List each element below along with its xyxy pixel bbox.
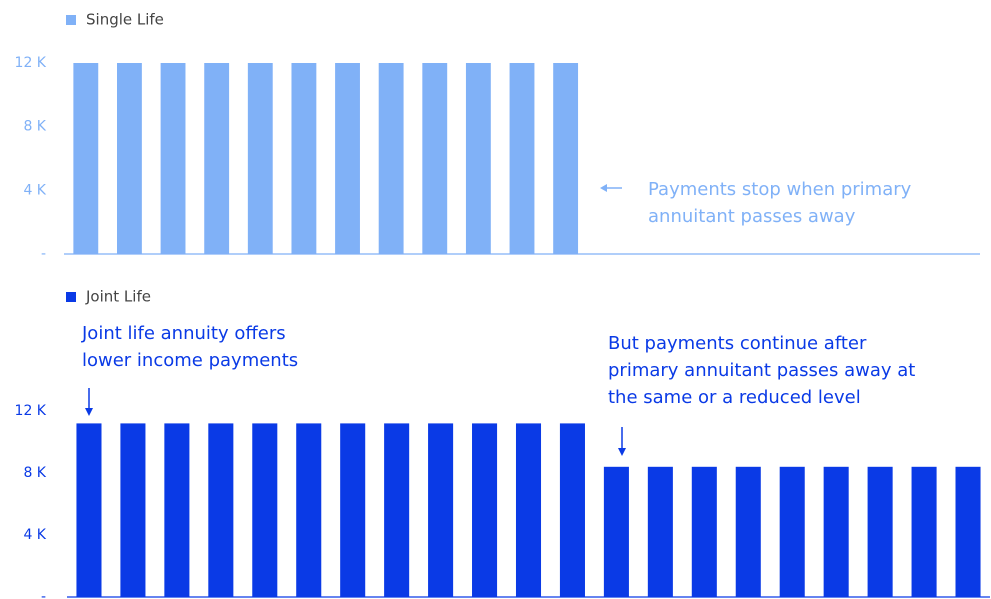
y-tick-label: 8 K bbox=[23, 119, 46, 135]
bar bbox=[208, 423, 234, 597]
bar bbox=[335, 63, 360, 254]
arrow-head bbox=[618, 448, 626, 456]
y-tick-label: 4 K bbox=[23, 527, 46, 543]
annotation: primary annuitant passes away at bbox=[608, 360, 915, 381]
bar bbox=[955, 466, 981, 597]
bar bbox=[559, 423, 585, 597]
bar bbox=[73, 63, 99, 254]
bar bbox=[867, 466, 893, 597]
bar bbox=[603, 466, 629, 597]
bar bbox=[116, 63, 142, 254]
bar bbox=[384, 423, 410, 597]
bar bbox=[422, 63, 448, 254]
bar bbox=[252, 423, 278, 597]
bar bbox=[247, 63, 273, 254]
bar bbox=[553, 63, 579, 254]
legend-swatch bbox=[66, 292, 76, 302]
bar bbox=[779, 466, 805, 597]
bar bbox=[76, 423, 102, 597]
y-tick-label: 12 K bbox=[15, 403, 47, 419]
bar bbox=[164, 423, 190, 597]
y-tick-label: 8 K bbox=[23, 465, 46, 481]
annotation: annuitant passes away bbox=[648, 206, 856, 227]
bar bbox=[204, 63, 230, 254]
bar bbox=[911, 466, 937, 597]
y-tick-label: 4 K bbox=[23, 182, 46, 198]
annotation: Joint life annuity offers bbox=[81, 323, 286, 344]
bar bbox=[120, 423, 146, 597]
bar bbox=[691, 466, 717, 597]
arrow-head bbox=[600, 184, 607, 192]
y-tick-label: - bbox=[41, 246, 46, 262]
bar bbox=[340, 423, 366, 597]
bar bbox=[515, 423, 542, 597]
bar bbox=[160, 63, 186, 254]
arrow-head bbox=[85, 408, 93, 416]
bar bbox=[296, 423, 322, 597]
bar bbox=[291, 63, 317, 254]
legend-label: Joint Life bbox=[85, 288, 151, 306]
annotation: lower income payments bbox=[82, 350, 298, 371]
bar bbox=[428, 423, 454, 597]
bar bbox=[509, 63, 535, 254]
annotation: But payments continue after bbox=[608, 333, 867, 354]
bar bbox=[647, 466, 673, 597]
y-tick-label: 12 K bbox=[15, 55, 47, 71]
bar bbox=[472, 423, 498, 597]
bar bbox=[823, 466, 849, 597]
bar bbox=[735, 466, 761, 597]
y-tick-label: - bbox=[41, 589, 46, 599]
legend-swatch bbox=[66, 15, 76, 25]
annotation: the same or a reduced level bbox=[608, 387, 861, 408]
bar bbox=[378, 63, 404, 254]
annotation: Payments stop when primary bbox=[648, 179, 912, 200]
legend-label: Single Life bbox=[86, 11, 164, 29]
bar bbox=[465, 63, 491, 254]
